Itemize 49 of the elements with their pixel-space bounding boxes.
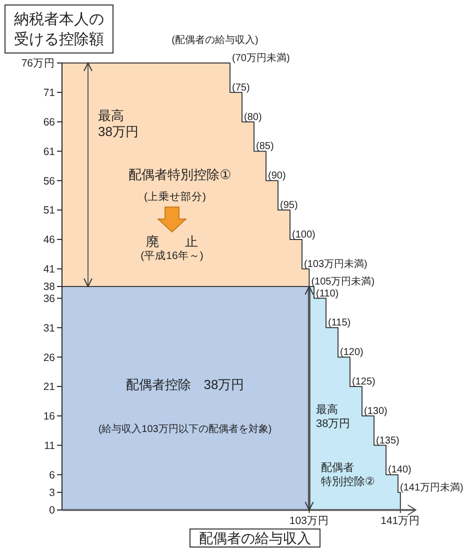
text: (配偶者の給与収入) <box>172 34 258 46</box>
y-tick-label: 21 <box>43 381 56 394</box>
y-tick-label: 16 <box>43 410 56 423</box>
x-tick-label: 103万円 <box>289 515 329 527</box>
y-tick-label: 31 <box>43 322 56 334</box>
y-tick-label: 66 <box>43 116 56 128</box>
series-label: 配偶者特別控除② <box>321 461 375 488</box>
annotation: (100) <box>292 229 316 240</box>
y-tick-label: 71 <box>43 87 56 100</box>
y-tick-label: 61 <box>43 146 56 158</box>
x-tick-label: 141万円 <box>380 515 420 527</box>
annotation: (平成16年～) <box>140 249 204 262</box>
y-tick-label: 36 <box>43 292 56 305</box>
annotation: (141万円未満) <box>400 481 464 494</box>
y-tick-label: 0 <box>49 504 56 517</box>
annotation: (80) <box>244 112 262 123</box>
x-axis-title: 配偶者の給与収入 <box>199 530 311 546</box>
y-tick-label: 6 <box>49 469 56 482</box>
y-tick-label: 41 <box>43 264 56 276</box>
annotation: (103万円未満) <box>304 258 368 270</box>
annotation: (125) <box>352 376 376 388</box>
annotation: (105万円未満) <box>311 276 375 288</box>
annotation: 最高38万円 <box>98 108 138 139</box>
annotation: (130) <box>364 406 388 417</box>
series-label: 配偶者特別控除① <box>128 167 232 182</box>
annotation: (110) <box>316 288 339 300</box>
y-tick-label: 51 <box>43 204 56 217</box>
annotation: (70万円未満) <box>232 52 290 64</box>
annotation: (115) <box>328 318 351 329</box>
annotation: (120) <box>340 347 364 358</box>
y-axis-title: 納税者本人の受ける控除額 <box>14 11 104 48</box>
y-tick-label: 56 <box>43 175 56 188</box>
annotation: (140) <box>388 464 412 476</box>
annotation: 廃 止 <box>146 234 198 249</box>
y-tick-label: 46 <box>43 234 56 246</box>
y-tick-label: 3 <box>49 487 56 500</box>
annotation: (90) <box>268 170 286 182</box>
y-tick-label: 26 <box>43 352 56 364</box>
annotation: (上乗せ部分) <box>144 190 206 203</box>
y-tick-label: 76万円 <box>21 58 55 70</box>
annotation: (給与収入103万円以下の配偶者を対象) <box>98 423 272 435</box>
annotation: (75) <box>232 82 250 94</box>
annotation: (135) <box>376 435 400 446</box>
annotation: (95) <box>280 200 298 212</box>
y-tick-label: 38 <box>43 281 56 294</box>
series-label: 配偶者控除 38万円 <box>126 377 244 392</box>
annotation: 最高38万円 <box>316 403 350 430</box>
y-tick-label: 11 <box>44 440 56 452</box>
annotation: (85) <box>256 141 274 152</box>
